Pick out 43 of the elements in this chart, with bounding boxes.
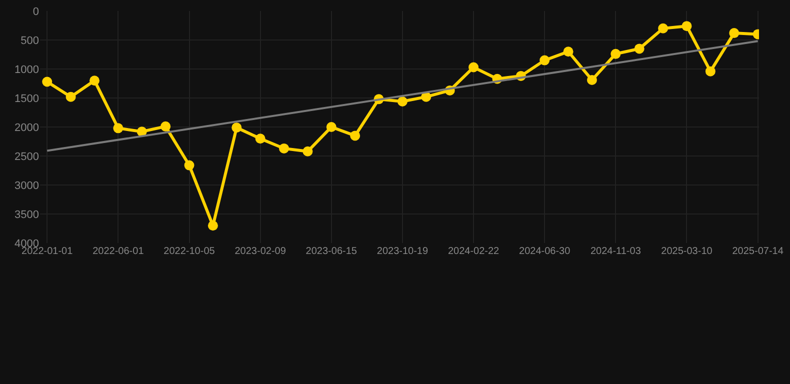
point xyxy=(208,220,218,231)
point xyxy=(89,76,100,86)
point xyxy=(540,55,550,66)
x-tick-label: 2022-06-01 xyxy=(92,246,144,257)
x-tick-label: 2024-06-30 xyxy=(519,246,571,257)
point xyxy=(302,146,313,156)
x-tick-label: 2022-01-01 xyxy=(22,246,74,257)
x-tick-label: 2022-10-05 xyxy=(164,246,216,257)
x-tick-label: 2024-02-22 xyxy=(448,246,500,257)
point xyxy=(326,122,336,132)
x-tick-label: 2023-10-19 xyxy=(376,246,428,257)
point xyxy=(634,44,644,54)
point xyxy=(232,122,242,133)
x-tick-label: 2023-06-15 xyxy=(306,246,358,257)
x-tick-label: 2023-02-09 xyxy=(234,246,286,257)
point xyxy=(610,48,621,59)
point xyxy=(468,62,479,72)
x-tick-label: 2025-03-10 xyxy=(661,246,713,257)
y-tick-label: 3000 xyxy=(14,180,39,192)
point xyxy=(682,21,692,32)
point xyxy=(658,23,668,34)
y-tick-label: 0 xyxy=(32,6,39,18)
y-tick-label: 1500 xyxy=(14,92,39,105)
point xyxy=(42,76,52,87)
x-tick-label: 2025-07-14 xyxy=(732,246,784,257)
y-tick-label: 2500 xyxy=(14,150,39,163)
y-tick-label: 3500 xyxy=(14,208,39,221)
point xyxy=(586,75,597,86)
point xyxy=(160,121,171,132)
point xyxy=(705,66,716,76)
point xyxy=(113,123,124,134)
point xyxy=(397,96,408,106)
point xyxy=(729,28,740,38)
y-tick-label: 500 xyxy=(20,34,39,47)
point xyxy=(184,160,194,170)
point xyxy=(279,143,290,154)
point xyxy=(255,134,266,144)
point xyxy=(563,46,574,57)
point xyxy=(66,92,76,102)
y-tick-label: 1000 xyxy=(14,64,39,76)
x-tick-label: 2024-11-03 xyxy=(590,246,642,257)
point xyxy=(350,130,360,141)
y-tick-label: 2000 xyxy=(14,122,39,134)
